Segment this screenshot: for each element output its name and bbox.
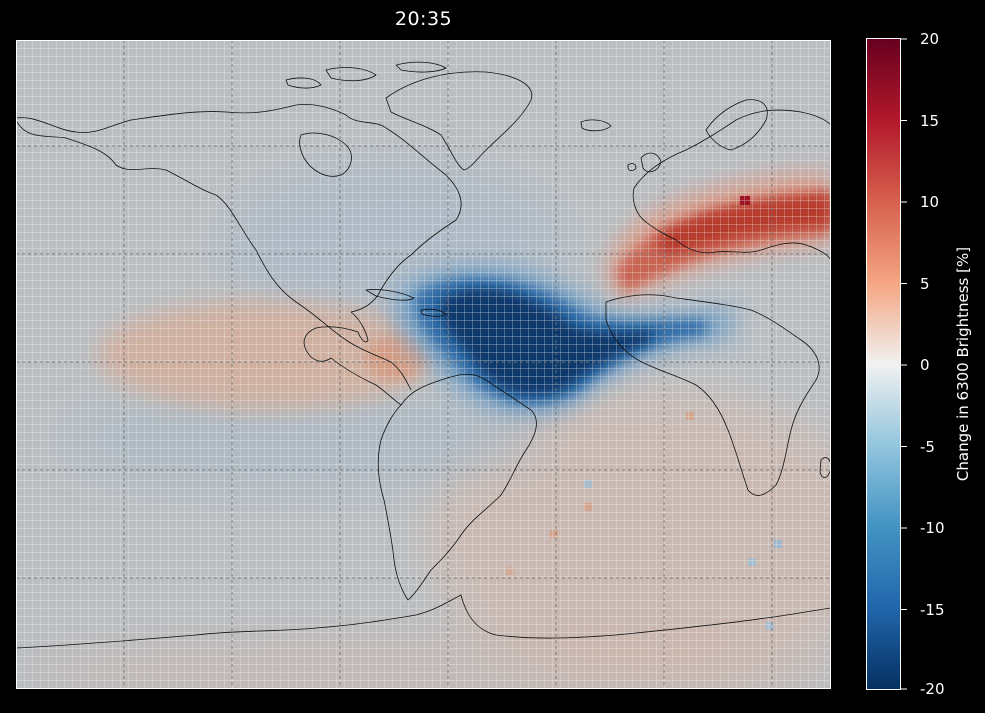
- colorbar-tick-label: 15: [920, 111, 940, 130]
- colorbar-tick-label: 20: [920, 30, 940, 48]
- colorbar-label: Change in 6300 Brightness [%]: [954, 246, 972, 482]
- colorbar-tick-label: -5: [920, 437, 935, 456]
- colorbar-tick-label: -15: [920, 600, 945, 619]
- colorbar-tick-label: 10: [920, 193, 940, 211]
- colorbar-tick-label: -10: [920, 519, 945, 537]
- map-panel: [16, 40, 831, 689]
- colorbar-tick-label: 0: [920, 356, 930, 374]
- graticule: [16, 40, 831, 689]
- colorbar-ticks: [901, 38, 907, 690]
- colorbar-gradient: [866, 38, 901, 690]
- colorbar-tick-label: -20: [920, 680, 945, 698]
- colorbar: [866, 38, 907, 690]
- coastlines: [16, 61, 831, 649]
- colorbar-tick-label: 5: [920, 274, 930, 293]
- map-frame: [16, 40, 831, 689]
- plot-title: 20:35: [394, 8, 453, 30]
